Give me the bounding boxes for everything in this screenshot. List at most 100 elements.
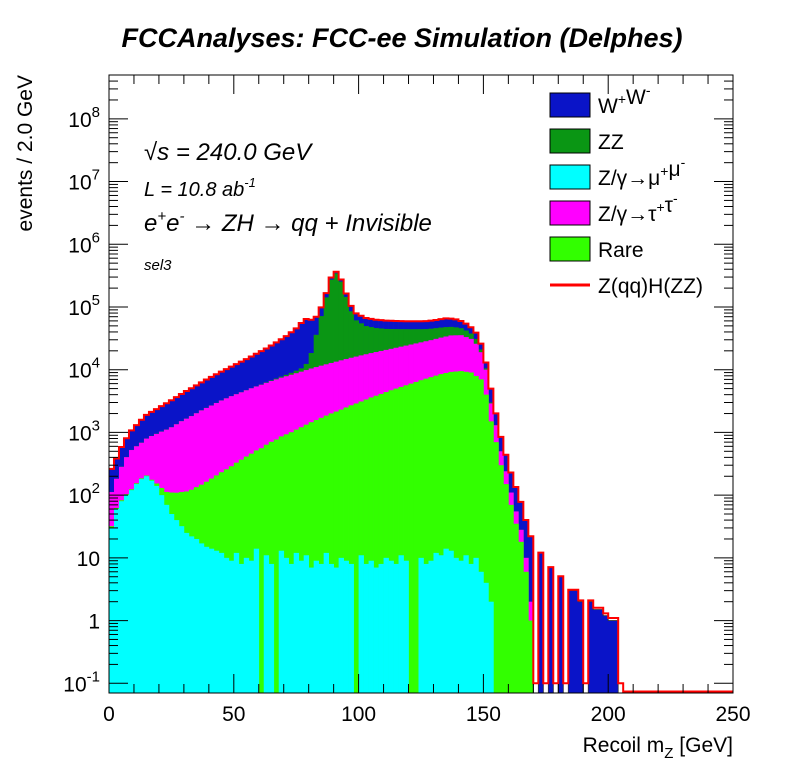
y-tick-exponent: 5	[92, 292, 100, 309]
legend-label: Rare	[598, 239, 644, 262]
histogram-bin	[333, 567, 339, 693]
histogram-bin	[233, 552, 240, 693]
histogram-bin	[313, 419, 320, 693]
histogram-bin	[538, 552, 544, 693]
y-tick-label: 104	[68, 355, 100, 383]
histogram-bin	[293, 552, 300, 693]
histogram-bin	[198, 543, 205, 693]
histogram-bin	[158, 495, 165, 693]
histogram-bin	[388, 560, 394, 693]
histogram-bin	[448, 371, 454, 693]
histogram-bin	[458, 371, 464, 693]
histogram-bin	[398, 386, 404, 693]
histogram-bin	[193, 538, 200, 693]
histogram-bin	[423, 563, 429, 693]
histogram-bin	[333, 411, 339, 693]
histogram-bin	[168, 514, 175, 693]
histogram-bin	[263, 555, 270, 693]
histogram-bin	[428, 377, 434, 693]
histogram-bin	[208, 548, 215, 693]
histogram-bin	[458, 560, 464, 693]
y-tick-base: 10	[68, 485, 91, 508]
selection-label: sel3	[144, 257, 172, 274]
histogram-bin	[493, 442, 499, 693]
legend-sup: -	[681, 154, 686, 170]
histogram-bin	[523, 571, 529, 693]
histogram-bin	[498, 465, 504, 693]
histogram-bin	[468, 563, 474, 693]
ann-text: e	[144, 210, 157, 237]
histogram-bin	[453, 557, 459, 693]
histogram-bin	[188, 536, 195, 693]
histogram-bin	[358, 401, 364, 693]
histogram-bin	[443, 373, 449, 693]
ann-sup: -	[179, 208, 184, 225]
ann-text: → ZH → qq + Invisible	[184, 210, 431, 237]
histogram-bin	[318, 417, 324, 693]
lumi-label: L = 10.8 ab-1	[144, 175, 256, 201]
legend-sup: -	[673, 190, 678, 206]
histogram-bin	[338, 409, 344, 693]
ann-text: L = 10.8 ab	[144, 179, 244, 201]
x-axis-title-main: Recoil m	[583, 734, 665, 757]
histogram-bin	[393, 388, 399, 693]
x-tick-label: 250	[715, 703, 750, 726]
histogram-bin	[433, 375, 439, 693]
histogram-bin	[178, 526, 185, 693]
x-axis-title-unit: [GeV]	[673, 734, 733, 757]
histogram-bin	[378, 393, 384, 693]
signal-line	[109, 270, 733, 693]
histogram-bin	[288, 432, 295, 693]
y-tick-base: 10	[68, 172, 91, 195]
legend-swatch	[549, 164, 591, 190]
histogram-bin	[488, 601, 494, 693]
legend-swatch	[549, 236, 591, 262]
histogram-bin	[473, 375, 479, 693]
histogram-bin	[418, 557, 424, 693]
histogram-bin	[373, 567, 379, 693]
histogram-bin	[148, 480, 155, 693]
histogram-bin	[388, 390, 394, 693]
legend-sup: +	[618, 91, 626, 107]
histogram-bin	[578, 601, 584, 693]
ann-sup: -1	[244, 175, 256, 190]
histogram-bin	[363, 399, 369, 693]
legend-label: Z/γ→μ+μ-	[598, 154, 686, 190]
histogram-bin	[348, 563, 354, 693]
legend-entry: W+W-	[549, 82, 651, 118]
legend-label: ZZ	[598, 131, 624, 154]
histogram-bin	[518, 541, 524, 693]
signal-line-group	[109, 270, 733, 693]
histogram-bin	[123, 495, 130, 693]
legend-label: W+W-	[598, 82, 651, 118]
histogram-bin	[343, 407, 349, 693]
histogram-bin	[608, 620, 614, 693]
histogram-bin	[358, 555, 364, 693]
x-tick-label: 100	[341, 703, 376, 726]
y-tick-exponent: 6	[92, 229, 100, 246]
ann-text: e	[166, 210, 179, 237]
histogram-bin	[378, 563, 384, 693]
histogram-bin	[288, 563, 295, 693]
histogram-bin	[603, 615, 609, 693]
y-tick-label: 103	[68, 417, 100, 445]
histogram-bin	[478, 379, 484, 693]
histogram-bin	[468, 372, 474, 693]
y-tick-label: 102	[68, 480, 100, 508]
y-tick-base: 10	[63, 673, 86, 696]
histogram-bin	[298, 427, 305, 693]
histogram-bin	[118, 501, 125, 693]
legend-entry: Z/γ→μ+μ-	[549, 154, 686, 190]
legend-text: W	[598, 95, 618, 118]
histogram-bin	[238, 563, 245, 693]
histogram-bin	[368, 560, 374, 693]
histogram-bin	[478, 571, 484, 693]
histogram-bin	[373, 395, 379, 693]
legend-text: Rare	[598, 239, 644, 262]
histogram-bin	[268, 563, 275, 693]
y-tick-exponent: -1	[87, 668, 100, 685]
histogram-bin	[183, 532, 190, 693]
histogram-bin	[283, 557, 290, 693]
histogram-bin	[448, 550, 454, 693]
legend-label: Z/γ→τ+τ-	[598, 190, 678, 226]
